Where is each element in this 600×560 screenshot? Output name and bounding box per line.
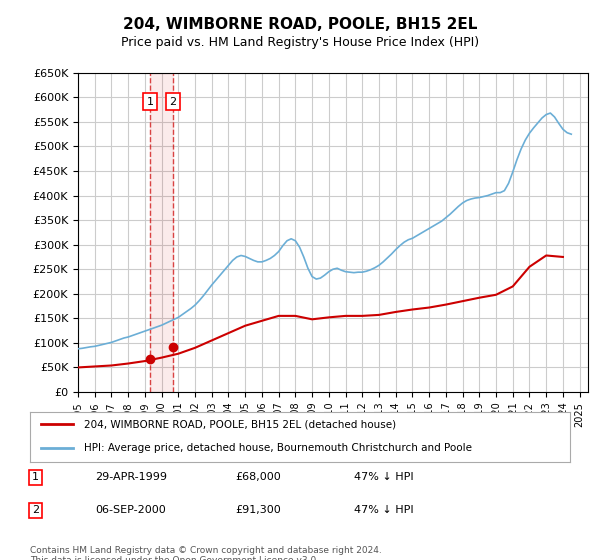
Text: 204, WIMBORNE ROAD, POOLE, BH15 2EL (detached house): 204, WIMBORNE ROAD, POOLE, BH15 2EL (det… [84,419,396,429]
Text: 06-SEP-2000: 06-SEP-2000 [95,505,166,515]
Text: 1: 1 [32,473,39,482]
Text: 47% ↓ HPI: 47% ↓ HPI [354,505,413,515]
Text: HPI: Average price, detached house, Bournemouth Christchurch and Poole: HPI: Average price, detached house, Bour… [84,443,472,453]
Text: Contains HM Land Registry data © Crown copyright and database right 2024.
This d: Contains HM Land Registry data © Crown c… [30,546,382,560]
Text: 2: 2 [169,96,176,106]
Text: 47% ↓ HPI: 47% ↓ HPI [354,473,413,482]
Text: 29-APR-1999: 29-APR-1999 [95,473,167,482]
Text: £91,300: £91,300 [235,505,281,515]
Text: 204, WIMBORNE ROAD, POOLE, BH15 2EL: 204, WIMBORNE ROAD, POOLE, BH15 2EL [123,17,477,32]
Text: 1: 1 [147,96,154,106]
Text: 2: 2 [32,505,39,515]
Bar [150,73,173,392]
Text: Price paid vs. HM Land Registry's House Price Index (HPI): Price paid vs. HM Land Registry's House … [121,36,479,49]
Text: £68,000: £68,000 [235,473,281,482]
